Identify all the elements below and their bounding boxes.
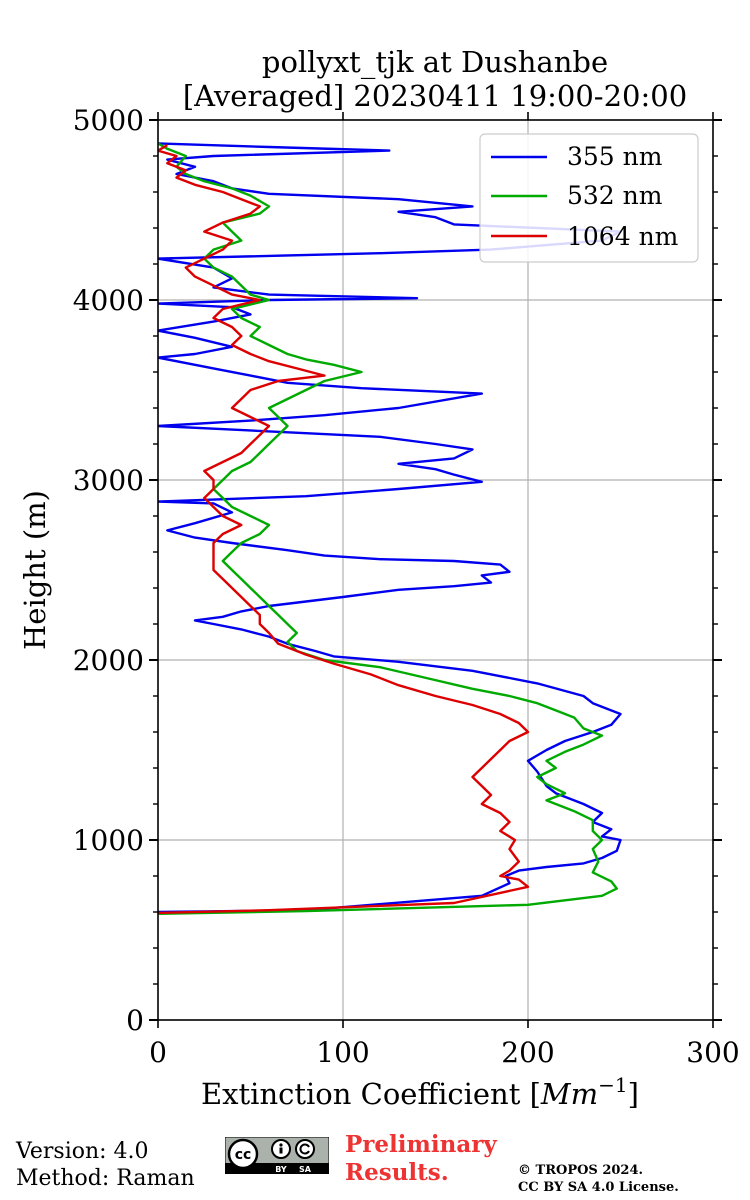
- copyright-line2: CC BY SA 4.0 License.: [518, 1180, 679, 1195]
- plot-frame: [157, 119, 714, 1021]
- y-tick-label: 3000: [73, 464, 144, 497]
- series-lines: [158, 142, 622, 915]
- x-axis-label-text: Extinction Coefficient [: [201, 1077, 541, 1111]
- y-tick-label: 4000: [73, 284, 144, 317]
- method-text: Method: Raman: [16, 1166, 195, 1191]
- preliminary-results-text: Preliminary Results.: [345, 1131, 497, 1186]
- x-tick-label: 100: [316, 1036, 369, 1069]
- legend-label-1064: 1064 nm: [567, 222, 679, 251]
- y-tick-label: 2000: [73, 644, 144, 677]
- x-tick-label: 200: [501, 1036, 554, 1069]
- cc-sa-text: SA: [299, 1165, 312, 1174]
- y-tick-label: 0: [126, 1004, 144, 1037]
- series-line-1064-nm: [158, 144, 530, 915]
- cc-by-sa-license-icon: cc BY SA: [225, 1137, 329, 1174]
- cc-by-text: BY: [275, 1165, 287, 1174]
- series-line-532-nm: [158, 142, 618, 915]
- cc-badge-text: cc: [235, 1147, 252, 1163]
- y-tick-label: 5000: [73, 104, 144, 137]
- x-axis-unit-exponent: −1: [598, 1073, 627, 1097]
- y-axis-label: Height (m): [18, 490, 52, 650]
- chart-title-line1: pollyxt_tjk at Dushanbe: [262, 45, 608, 80]
- x-tick-label: 300: [686, 1036, 739, 1069]
- chart-title-line2: [Averaged] 20230411 19:00-20:00: [183, 79, 687, 113]
- copyright-line1: © TROPOS 2024.: [518, 1163, 644, 1178]
- x-axis-unit: Mm: [540, 1077, 598, 1111]
- x-axis-label: Extinction Coefficient [Mm−1]: [201, 1073, 639, 1111]
- series-line-355-nm: [158, 142, 622, 914]
- x-axis-label-close: ]: [628, 1077, 639, 1111]
- y-tick-label: 1000: [73, 824, 144, 857]
- x-tick-label: 0: [149, 1036, 167, 1069]
- axis-ticks: [149, 112, 722, 1028]
- legend-label-355: 355 nm: [567, 142, 663, 171]
- version-text: Version: 4.0: [16, 1139, 149, 1164]
- legend-label-532: 532 nm: [567, 181, 663, 210]
- legend: 355 nm 532 nm 1064 nm: [479, 133, 699, 263]
- legend-box: [479, 133, 699, 263]
